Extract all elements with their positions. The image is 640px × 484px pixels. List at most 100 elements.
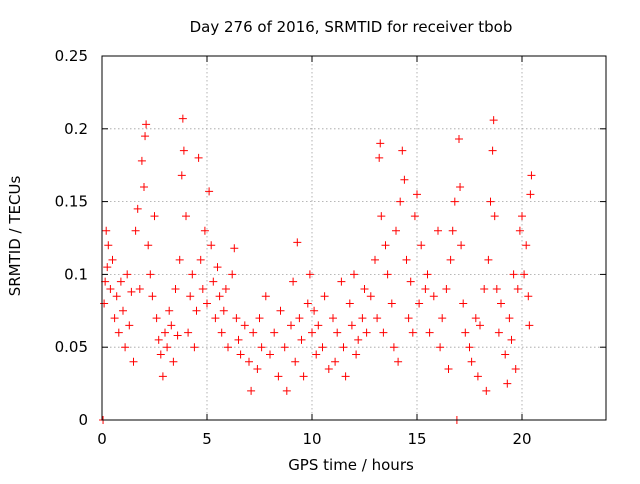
data-point	[310, 306, 319, 315]
data-point	[280, 343, 289, 352]
data-point	[167, 321, 176, 330]
data-point	[352, 350, 361, 359]
data-point	[178, 114, 187, 123]
data-point	[169, 357, 178, 366]
data-point	[219, 306, 228, 315]
data-point	[156, 350, 165, 359]
data-point	[165, 306, 174, 315]
data-point	[438, 314, 447, 323]
data-point	[339, 343, 348, 352]
data-point	[175, 255, 184, 264]
data-point	[333, 328, 342, 337]
data-point	[455, 134, 463, 143]
data-point	[444, 365, 453, 374]
data-point	[396, 197, 405, 206]
data-point	[331, 357, 340, 366]
data-point	[425, 328, 434, 337]
data-point	[228, 270, 237, 279]
data-point	[295, 314, 304, 323]
data-point	[371, 255, 379, 264]
data-point	[376, 139, 385, 148]
data-point	[184, 328, 193, 337]
data-point	[179, 146, 188, 155]
data-point	[489, 116, 498, 125]
data-point	[457, 241, 466, 250]
data-point	[362, 328, 371, 337]
data-point	[232, 314, 241, 323]
data-point	[471, 314, 480, 323]
data-point	[448, 226, 457, 235]
data-point	[158, 372, 167, 381]
ticks-layer: 0 5 10 15 20 0 0.05 0.1 0.15 0.2 0.25	[55, 47, 606, 448]
data-point	[203, 299, 211, 308]
data-point	[305, 270, 314, 279]
data-point	[417, 241, 426, 250]
data-point	[450, 197, 459, 206]
data-point	[526, 190, 535, 199]
data-point	[379, 328, 388, 337]
data-point	[182, 212, 190, 221]
data-point	[507, 335, 516, 344]
data-point	[249, 328, 258, 337]
data-point	[293, 238, 302, 247]
data-point	[261, 292, 270, 301]
data-point	[103, 263, 112, 272]
data-point	[247, 386, 256, 395]
data-point	[291, 357, 300, 366]
data-point	[186, 292, 195, 301]
data-point	[116, 277, 125, 286]
data-point	[144, 241, 153, 250]
data-point	[394, 357, 403, 366]
data-point	[392, 226, 400, 235]
data-point	[114, 328, 123, 337]
data-point	[314, 321, 323, 330]
y-tick-label: 0.25	[55, 47, 88, 65]
data-point	[360, 284, 369, 293]
data-point	[383, 270, 392, 279]
data-point	[434, 226, 442, 235]
data-point	[125, 321, 134, 330]
data-point	[121, 343, 130, 352]
data-point	[276, 306, 285, 315]
data-point	[135, 284, 144, 293]
data-point	[404, 314, 413, 323]
data-point	[347, 321, 356, 330]
data-point	[503, 379, 512, 388]
data-point	[152, 314, 161, 323]
data-point	[436, 343, 445, 352]
data-point	[413, 190, 421, 199]
data-point	[381, 241, 390, 250]
data-point	[188, 270, 197, 279]
data-point	[133, 204, 142, 213]
data-point	[108, 255, 117, 264]
data-point	[253, 365, 262, 374]
data-point	[501, 350, 510, 359]
data-point	[200, 226, 209, 235]
data-point	[129, 357, 138, 366]
data-point	[377, 212, 386, 221]
data-point	[194, 153, 203, 162]
data-point	[402, 255, 411, 264]
data-point	[312, 350, 321, 359]
data-point	[488, 146, 497, 155]
data-point	[398, 146, 407, 155]
y-tick-label: 0.15	[55, 193, 88, 211]
data-point	[234, 335, 243, 344]
data-point	[173, 331, 182, 340]
data-point	[106, 284, 115, 293]
data-point	[400, 175, 409, 184]
data-point	[282, 386, 291, 395]
data-point	[337, 277, 346, 286]
data-point	[141, 132, 150, 141]
data-point	[217, 328, 226, 337]
data-point	[442, 284, 451, 293]
data-point	[373, 314, 382, 323]
data-point	[522, 241, 531, 250]
data-point	[127, 287, 136, 296]
data-point	[515, 226, 524, 235]
data-point	[289, 277, 298, 286]
data-point	[473, 372, 482, 381]
data-point	[509, 270, 518, 279]
